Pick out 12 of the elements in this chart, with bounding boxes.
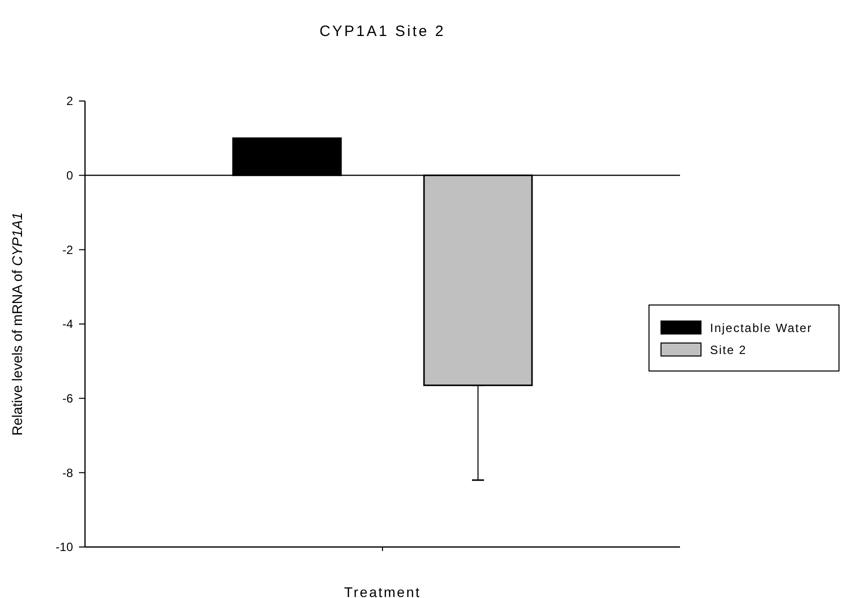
y-tick-label: -10 — [56, 540, 74, 554]
y-tick-label: 0 — [66, 168, 74, 183]
y-tick-label: -4 — [62, 317, 74, 332]
x-axis-title: Treatment — [344, 584, 421, 598]
y-tick-label: 2 — [66, 94, 74, 108]
y-tick-label: -6 — [62, 392, 74, 406]
chart-title: CYP1A1 Site 2 — [319, 23, 446, 40]
y-axis-title: Relative levels of mRNA of CYP1A1 — [9, 212, 25, 436]
y-tick-label: -2 — [62, 242, 74, 257]
y-tick-label: -8 — [62, 466, 74, 480]
legend-label: Site 2 — [710, 343, 747, 358]
legend-label: Injectable Water — [710, 321, 812, 336]
